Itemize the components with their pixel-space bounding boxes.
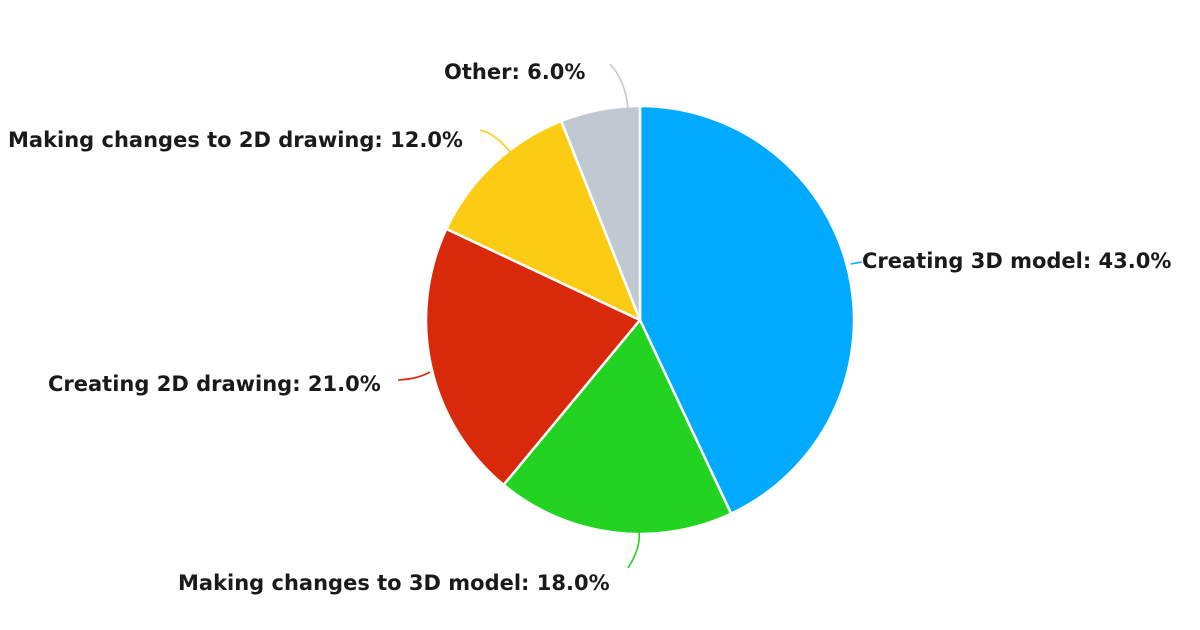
- pie-slice-making-changes-to-2d-drawing: [444, 119, 643, 323]
- pie-slice-making-changes-to-3d-model: [501, 317, 733, 536]
- data-label-creating-2d-drawing: Creating 2D drawing: 21.0%: [48, 372, 381, 396]
- pie-slice-creating-3d-model: [638, 104, 856, 516]
- leader-line-other: [609, 63, 629, 109]
- leader-line-creating-2d-drawing: [397, 371, 431, 381]
- data-label-other: Other: 6.0%: [444, 60, 585, 84]
- leader-line-making-changes-to-2d-drawing: [479, 129, 511, 153]
- pie-slice-creating-2d-drawing: [424, 227, 642, 487]
- pie-slices: [424, 104, 856, 536]
- leader-lines: [397, 63, 863, 569]
- data-label-creating-3d-model: Creating 3D model: 43.0%: [862, 249, 1171, 273]
- pie-slice-other: [559, 104, 642, 321]
- leader-line-making-changes-to-3d-model: [627, 530, 641, 569]
- leader-line-creating-3d-model: [850, 261, 863, 265]
- data-labels: Creating 3D model: 43.0% Making changes t…: [8, 60, 1171, 595]
- data-label-making-changes-to-2d-drawing: Making changes to 2D drawing: 12.0%: [8, 128, 463, 152]
- data-label-making-changes-to-3d-model: Making changes to 3D model: 18.0%: [178, 571, 610, 595]
